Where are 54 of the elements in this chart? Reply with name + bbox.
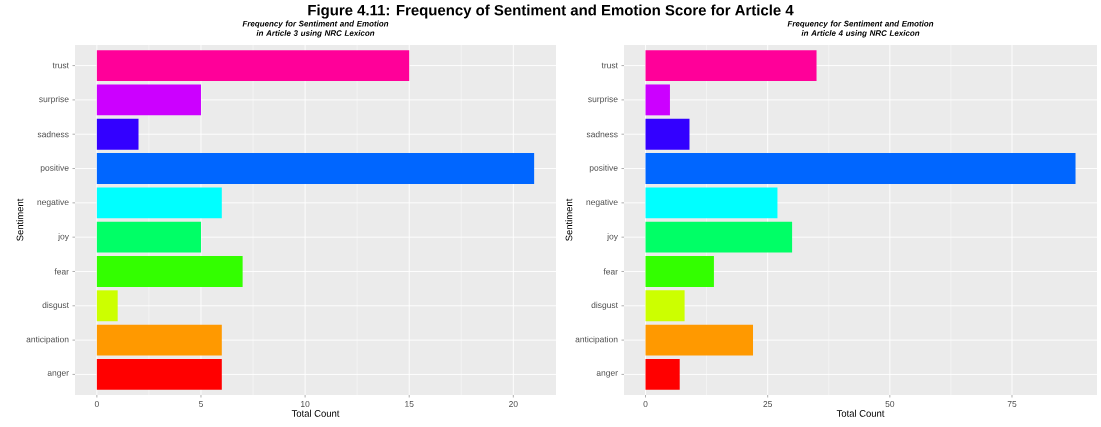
x-axis-title: Total Count xyxy=(291,409,340,417)
y-tick-label: disgust xyxy=(591,301,618,310)
y-tick-label: joy xyxy=(57,233,69,242)
bar xyxy=(96,50,410,82)
y-tick-label: sadness xyxy=(37,131,69,138)
bar xyxy=(645,118,690,150)
bar xyxy=(645,221,793,253)
y-tick-label: negative xyxy=(37,198,69,207)
y-axis-title: Sentiment xyxy=(565,198,573,241)
y-tick-label: negative xyxy=(586,198,618,207)
bar xyxy=(645,50,817,82)
y-tick-label: trust xyxy=(601,62,618,69)
y-axis-title: Sentiment xyxy=(16,198,24,241)
x-tick-label: 10 xyxy=(301,401,310,408)
bar xyxy=(645,84,670,116)
y-tick-label: anger xyxy=(596,371,618,378)
bar xyxy=(96,153,535,184)
bar xyxy=(645,256,714,287)
y-tick-label: anticipation xyxy=(26,336,69,345)
y-tick-label: anticipation xyxy=(575,336,618,345)
y-tick-label: joy xyxy=(606,233,618,242)
bar xyxy=(96,256,243,287)
bar xyxy=(96,358,222,390)
x-axis-title: Total Count xyxy=(836,409,885,417)
y-tick-label: fear xyxy=(603,268,618,275)
x-tick-label: 25 xyxy=(763,401,773,408)
bar xyxy=(645,358,680,390)
bar xyxy=(645,290,685,322)
x-tick-label: 0 xyxy=(643,401,648,408)
y-tick-label: trust xyxy=(52,62,69,69)
y-tick-label: fear xyxy=(54,268,69,275)
x-tick-label: 0 xyxy=(94,401,99,408)
y-tick-label: positive xyxy=(589,164,618,173)
x-tick-label: 5 xyxy=(198,401,203,407)
text: Figure 4.11: Frequency of Sentiment and Emotion Score for Article 4 xyxy=(308,4,794,19)
bar xyxy=(645,153,1076,184)
bar xyxy=(96,84,201,116)
y-tick-label: positive xyxy=(40,164,69,173)
bar xyxy=(96,118,139,150)
x-tick-label: 15 xyxy=(405,401,414,407)
y-tick-label: sadness xyxy=(586,131,618,138)
y-tick-label: disgust xyxy=(42,301,69,310)
x-tick-label: 20 xyxy=(509,401,518,408)
y-tick-label: surprise xyxy=(588,95,618,104)
bar xyxy=(96,290,118,322)
x-tick-label: 75 xyxy=(1007,401,1017,407)
bar xyxy=(96,324,222,356)
x-tick-label: 50 xyxy=(885,401,895,408)
y-tick-label: anger xyxy=(47,371,69,378)
y-tick-label: surprise xyxy=(39,95,69,104)
bar xyxy=(96,221,201,253)
bar xyxy=(645,187,778,219)
bar xyxy=(96,187,222,219)
bar xyxy=(645,324,754,356)
